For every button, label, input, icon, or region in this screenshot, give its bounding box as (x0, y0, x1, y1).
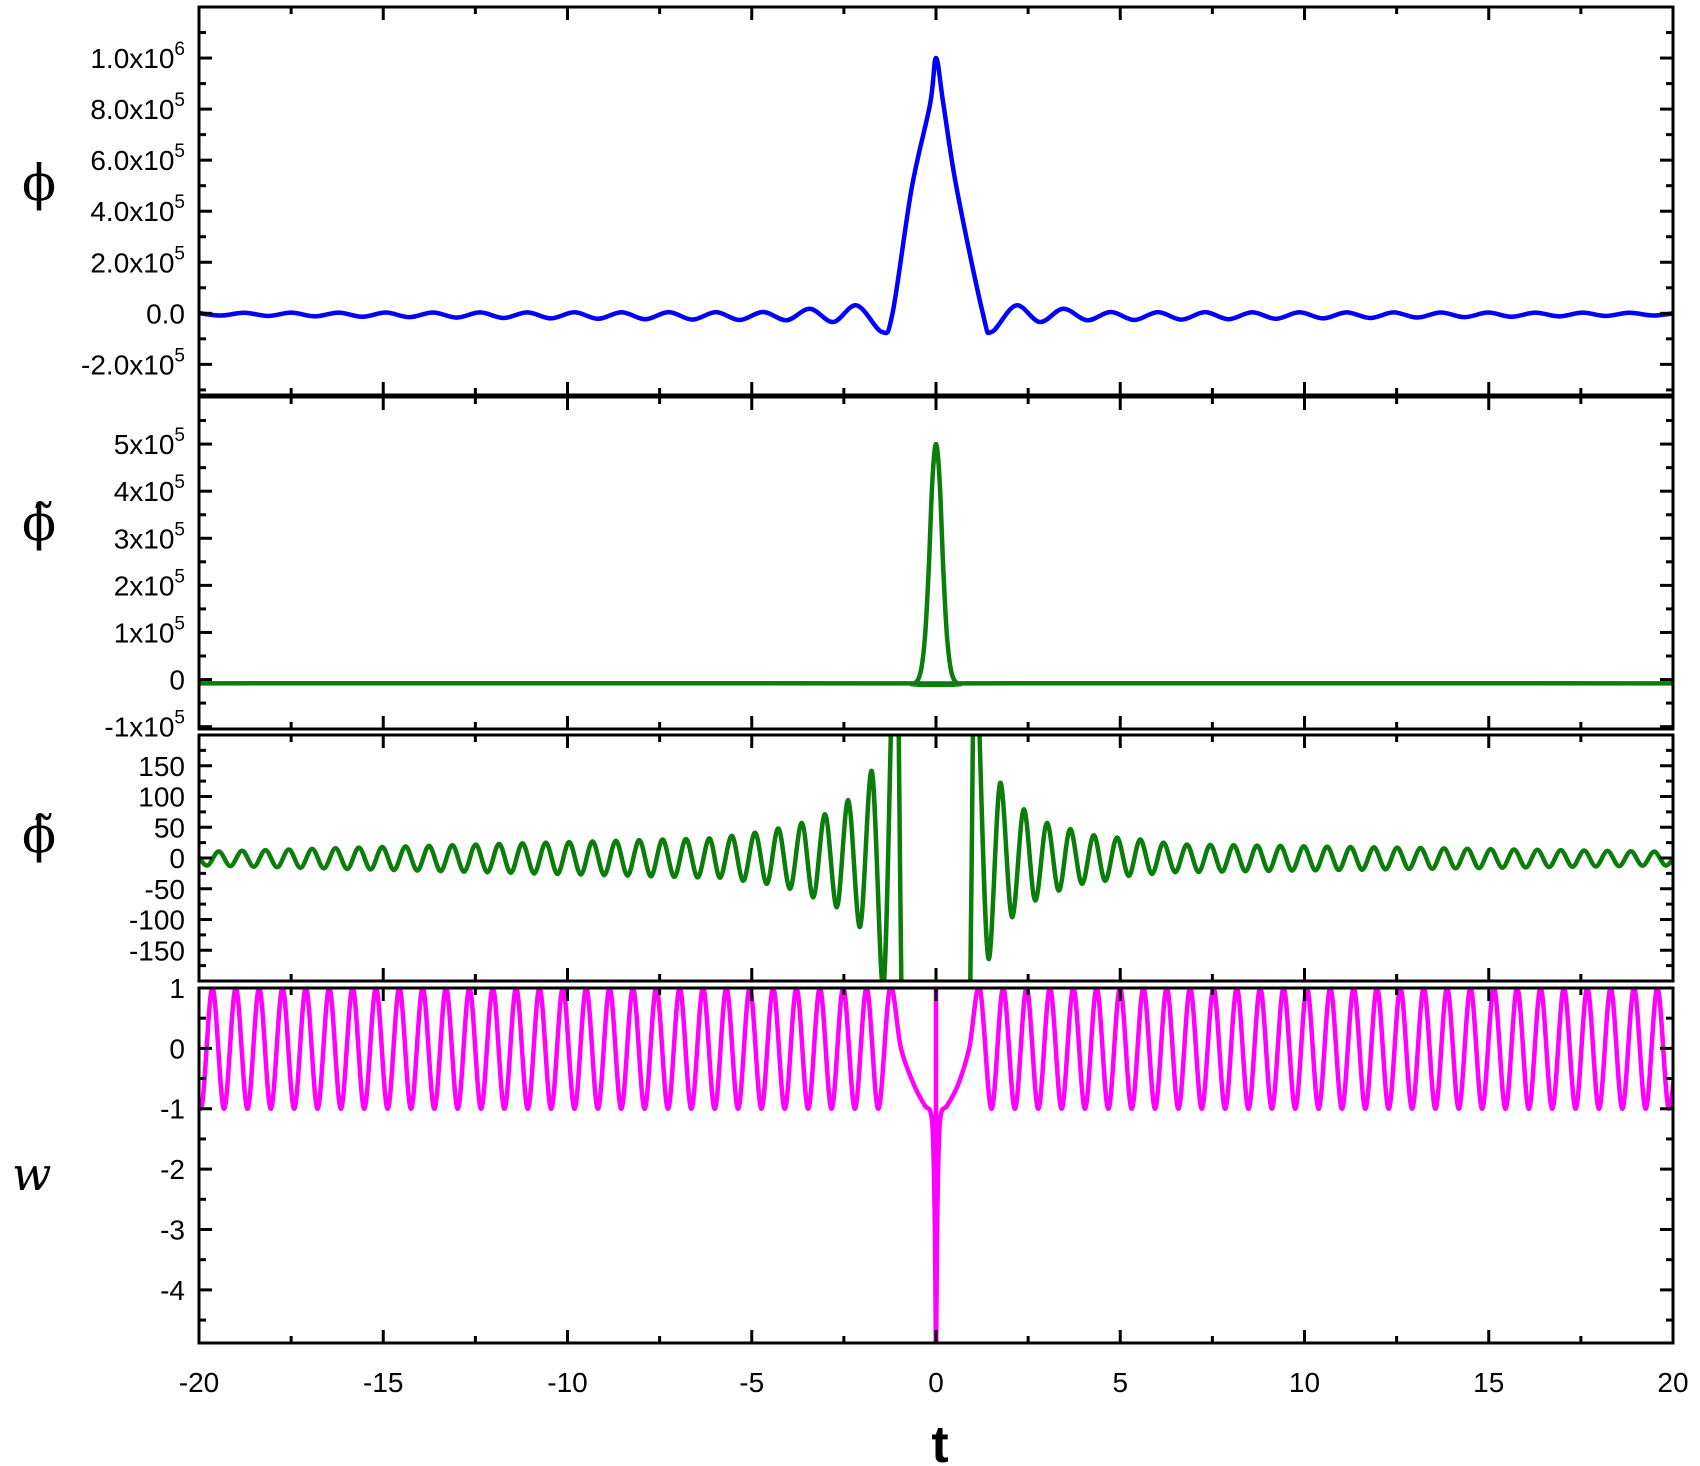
y-tick-label-base: 0 (169, 665, 185, 696)
y-tick-label-base: 4x10 (114, 476, 175, 507)
x-axis-label: t (931, 1416, 948, 1466)
y-tick-label: 2.0x105 (90, 243, 185, 278)
y-tick-label-base: 1x10 (114, 617, 175, 648)
panel-frame (197, 395, 1675, 731)
panel-frame (197, 5, 1675, 397)
y-tick-label: -1x105 (104, 708, 185, 743)
y-tick-label-base: -3 (160, 1214, 185, 1245)
y-tick-label-exponent: 5 (174, 472, 185, 493)
x-tick-label: 20 (1657, 1367, 1688, 1398)
y-tick-label-base: -1x10 (104, 712, 174, 743)
y-tick-label-base: 1.0x10 (90, 43, 174, 74)
y-tick-label: 50 (154, 812, 185, 843)
y-tick-label-exponent: 5 (174, 613, 185, 634)
x-tick-label: -20 (179, 1367, 219, 1398)
y-tick-label: -4 (160, 1275, 185, 1306)
y-tick-label: 0.0 (146, 298, 185, 329)
y-tick-label: 3x105 (114, 519, 185, 554)
y-tick-label-base: 5x10 (114, 429, 175, 460)
y-tick-label-base: 2x10 (114, 570, 175, 601)
x-tick-label: -10 (547, 1367, 587, 1398)
y-tick-label-base: 150 (138, 751, 185, 782)
y-tick-label: 5x105 (114, 425, 185, 460)
x-tick-label: 10 (1289, 1367, 1320, 1398)
y-tick-label-exponent: 6 (174, 39, 185, 60)
y-tick-label: 1.0x106 (90, 39, 185, 74)
panel-1: -2.0x1050.02.0x1054.0x1056.0x1058.0x1051… (22, 5, 1675, 397)
y-tick-label: 0 (169, 665, 185, 696)
panel-4: -4 -3 -2 -1 0 1 w (12, 973, 1675, 1345)
y-tick-label: 150 (138, 751, 185, 782)
y-tick-label-base: -2 (160, 1154, 185, 1185)
y-tick-label: 0 (169, 843, 185, 874)
y-tick-label-base: 0 (169, 843, 185, 874)
y-tick-label-base: 50 (154, 812, 185, 843)
y-tick-label: 100 (138, 782, 185, 813)
y-axis-label: ϕ̃ (22, 806, 56, 864)
y-tick-label-base: 3x10 (114, 523, 175, 554)
x-tick-label: 5 (1112, 1367, 1128, 1398)
y-tick-label-base: -150 (129, 935, 185, 966)
y-tick-label-base: 4.0x10 (90, 196, 174, 227)
y-tick-label: -3 (160, 1214, 185, 1245)
y-tick-label-base: 2.0x10 (90, 247, 174, 278)
x-tick-label: 0 (928, 1367, 944, 1398)
y-tick-label: -1 (160, 1094, 185, 1125)
y-tick-label-exponent: 5 (174, 425, 185, 446)
x-tick-label: -5 (739, 1367, 764, 1398)
y-tick-label: -2.0x105 (81, 345, 185, 380)
y-tick-label: -50 (145, 874, 185, 905)
series-line-1 (199, 55, 1673, 336)
series-line-4 (199, 988, 1673, 1343)
y-tick-label-base: -2.0x10 (81, 349, 174, 380)
y-tick-label-base: 1 (169, 973, 185, 1004)
x-tick-label: 15 (1473, 1367, 1504, 1398)
y-tick-label: 4x105 (114, 472, 185, 507)
y-tick-label-base: -1 (160, 1094, 185, 1125)
y-axis-label: ϕ̃ (22, 494, 56, 552)
series-line-2 (199, 441, 1673, 688)
y-tick-label: 2x105 (114, 566, 185, 601)
y-tick-label: 6.0x105 (90, 141, 185, 176)
y-tick-label-base: 8.0x10 (90, 94, 174, 125)
x-tick-label: -15 (363, 1367, 403, 1398)
y-tick-label: -150 (129, 935, 185, 966)
y-tick-label-exponent: 5 (174, 192, 185, 213)
y-tick-label-base: -100 (129, 905, 185, 936)
y-tick-label-base: 0.0 (146, 298, 185, 329)
panel-frame (197, 986, 1675, 1345)
y-tick-label: 1x105 (114, 613, 185, 648)
y-tick-label: -2 (160, 1154, 185, 1185)
y-tick-label-exponent: 5 (174, 141, 185, 162)
y-tick-label: 8.0x105 (90, 90, 185, 125)
y-tick-label-exponent: 5 (174, 90, 185, 111)
series-line-3 (199, 735, 1673, 981)
panel-frame (197, 733, 1675, 983)
y-axis-label: ϕ (22, 154, 56, 212)
y-tick-label-base: 100 (138, 782, 185, 813)
y-tick-label-exponent: 5 (174, 519, 185, 540)
y-tick-label-base: 0 (169, 1033, 185, 1064)
y-tick-label-exponent: 5 (174, 243, 185, 264)
y-tick-label-exponent: 5 (174, 345, 185, 366)
y-tick-label: 0 (169, 1033, 185, 1064)
y-tick-label-base: -4 (160, 1275, 185, 1306)
y-tick-label-exponent: 5 (174, 566, 185, 587)
y-tick-label: -100 (129, 905, 185, 936)
y-tick-label: 4.0x105 (90, 192, 185, 227)
y-tick-label-exponent: 5 (174, 708, 185, 729)
y-tick-label-base: -50 (145, 874, 185, 905)
y-axis-label: w (12, 1147, 51, 1201)
y-tick-label-base: 6.0x10 (90, 145, 174, 176)
y-tick-label: 1 (169, 973, 185, 1004)
